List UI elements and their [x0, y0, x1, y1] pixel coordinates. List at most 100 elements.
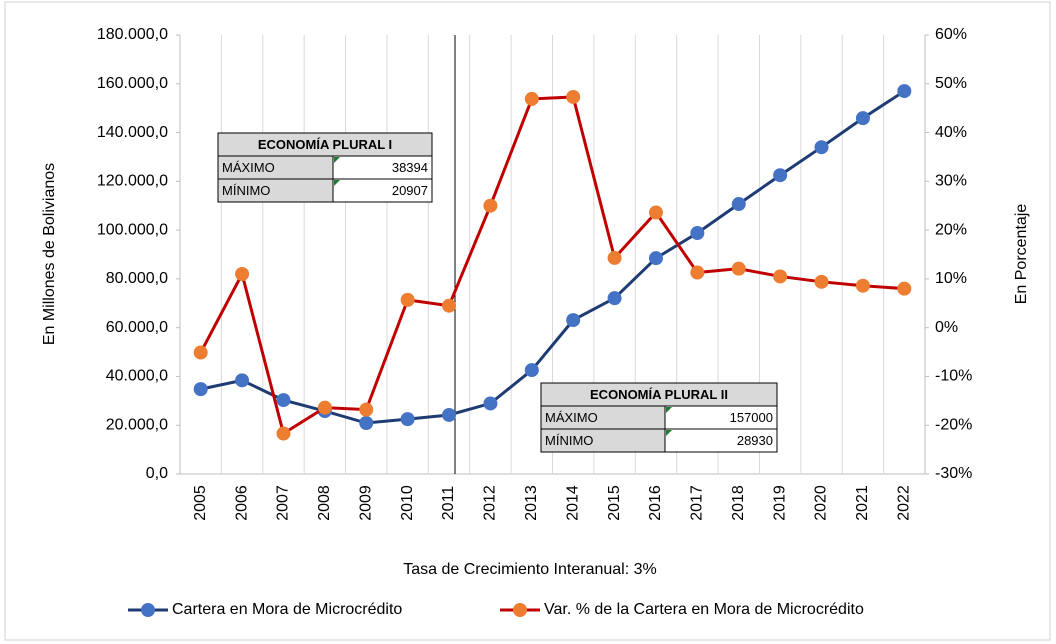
data-point — [690, 265, 705, 280]
y2-tick-label: 30% — [935, 173, 967, 190]
y-axis-label: En Millones de Bolivianos — [41, 163, 58, 345]
data-point — [276, 426, 291, 441]
x-tick-label: 2008 — [316, 485, 333, 521]
x-tick-label: 2020 — [813, 485, 830, 521]
data-point — [773, 269, 788, 284]
y-tick-label: 0,0 — [146, 465, 168, 482]
data-point — [566, 89, 581, 104]
data-point — [359, 402, 374, 417]
table-row-label: MÁXIMO — [222, 160, 275, 175]
legend-marker — [513, 603, 527, 617]
y-tick-label: 140.000,0 — [97, 124, 168, 141]
data-point — [897, 84, 912, 99]
data-point — [235, 373, 250, 388]
x-tick-label: 2005 — [192, 485, 209, 521]
data-point — [442, 298, 457, 313]
y-tick-label: 20.000,0 — [106, 416, 168, 433]
y2-tick-label: -20% — [935, 416, 972, 433]
table-row-value: 28930 — [737, 433, 773, 448]
x-tick-label: 2017 — [689, 485, 706, 521]
data-point — [897, 281, 912, 296]
x-tick-label: 2014 — [564, 485, 581, 521]
x-tick-label: 2011 — [440, 486, 457, 521]
series-line — [200, 89, 906, 425]
data-point — [566, 313, 581, 328]
table-row-value: 20907 — [392, 183, 428, 198]
y-tick-label: 160.000,0 — [97, 75, 168, 92]
data-point — [690, 226, 705, 241]
data-point — [648, 205, 663, 220]
y2-tick-label: 50% — [935, 75, 967, 92]
data-point — [483, 396, 498, 411]
data-point — [607, 250, 622, 265]
cell-flag — [334, 180, 340, 186]
data-point — [524, 91, 539, 106]
summary-table: ECONOMÍA PLURAL II MÁXIMO 157000 MÍNIMO 2893… — [540, 382, 778, 453]
x-tick-label: 2019 — [771, 485, 788, 521]
y2-tick-label: -30% — [935, 465, 972, 482]
table-row-label: MÍNIMO — [545, 433, 593, 448]
data-point — [359, 416, 374, 431]
data-point — [400, 412, 415, 427]
x-tick-label: 2021 — [854, 485, 871, 521]
x-tick-label: 2006 — [233, 485, 250, 521]
data-point — [317, 400, 332, 415]
data-point — [731, 261, 746, 276]
x-axis-note: Tasa de Crecimiento Interanual: 3% — [403, 561, 656, 578]
table-row-value: 157000 — [730, 410, 773, 425]
data-point — [193, 382, 208, 397]
table-row-label: MÁXIMO — [545, 410, 598, 425]
data-point — [607, 291, 622, 306]
y2-tick-label: 60% — [935, 26, 967, 43]
data-point — [235, 267, 250, 282]
x-tick-label: 2013 — [523, 485, 540, 521]
x-tick-label: 2016 — [647, 485, 664, 521]
data-point — [773, 168, 788, 183]
x-tick-label: 2010 — [399, 485, 416, 521]
y2-tick-label: 10% — [935, 270, 967, 287]
legend-marker — [141, 603, 155, 617]
data-point — [524, 363, 539, 378]
x-tick-label: 2018 — [730, 485, 747, 521]
data-point — [855, 278, 870, 293]
x-tick-label: 2022 — [896, 485, 913, 521]
legend-label: Cartera en Mora de Microcrédito — [172, 601, 402, 618]
data-point — [731, 197, 746, 212]
x-tick-label: 2015 — [606, 485, 623, 521]
data-point — [814, 140, 829, 155]
y2-tick-label: 40% — [935, 124, 967, 141]
cell-flag — [334, 157, 340, 163]
table-value-cell — [664, 428, 778, 453]
y2-axis-label: En Porcentaje — [1013, 204, 1030, 305]
y2-tick-label: -10% — [935, 368, 972, 385]
table-row-label: MÍNIMO — [222, 183, 270, 198]
summary-table: ECONOMÍA PLURAL I MÁXIMO 38394 MÍNIMO 20907 — [217, 132, 433, 203]
y-tick-label: 120.000,0 — [97, 173, 168, 190]
x-tick-label: 2012 — [482, 485, 499, 521]
table-title: ECONOMÍA PLURAL II — [590, 387, 728, 402]
y-tick-label: 180.000,0 — [97, 26, 168, 43]
y-tick-label: 40.000,0 — [106, 368, 168, 385]
table-row-value: 38394 — [392, 160, 428, 175]
data-point — [855, 111, 870, 126]
x-tick-label: 2007 — [275, 485, 292, 521]
y2-tick-label: 20% — [935, 221, 967, 238]
data-point — [814, 274, 829, 289]
y2-tick-label: 0% — [935, 319, 958, 336]
y-tick-label: 60.000,0 — [106, 319, 168, 336]
x-tick-label: 2009 — [357, 485, 374, 521]
data-point — [400, 292, 415, 307]
data-point — [193, 345, 208, 360]
cell-flag — [666, 407, 672, 413]
y-tick-label: 80.000,0 — [106, 270, 168, 287]
cell-flag — [666, 430, 672, 436]
data-point — [442, 407, 457, 422]
table-value-cell — [332, 178, 433, 203]
data-point — [483, 198, 498, 213]
table-title: ECONOMÍA PLURAL I — [258, 137, 392, 152]
data-point — [648, 251, 663, 266]
legend-label: Var. % de la Cartera en Mora de Microcré… — [544, 601, 864, 618]
y-tick-label: 100.000,0 — [97, 221, 168, 238]
data-point — [276, 393, 291, 408]
